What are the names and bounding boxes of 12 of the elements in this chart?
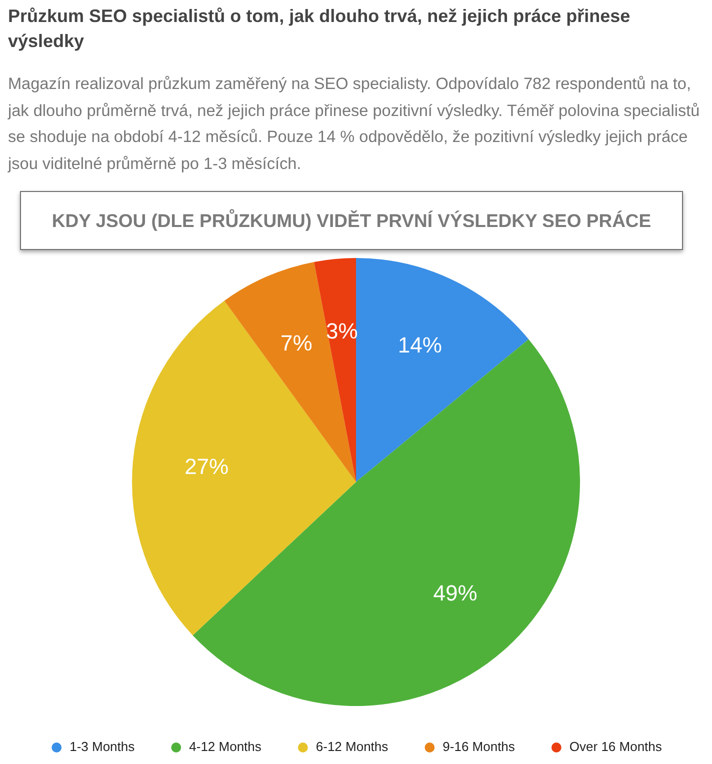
legend-label: 4-12 Months (189, 739, 262, 754)
legend-label: 9-16 Months (442, 739, 516, 754)
data-label: 49% (433, 580, 478, 606)
text: KDY JSOU (DLE PRŮZKUMU) VIDĚT PRVNÍ VÝSLEDKY SEO PRÁCE (52, 210, 652, 232)
data-label: 27% (184, 454, 229, 479)
legend-label: 1-3 Months (70, 739, 136, 754)
data-label: 14% (398, 332, 442, 358)
chart-title: Průzkum SEO specialistů o tom, jak dlouho trvá, než jejich práce přinese výsledky (8, 5, 632, 53)
legend-label: Over 16 Months (569, 739, 662, 754)
data-label: 7% (280, 330, 312, 356)
chart-subtitle: Magazín realizoval průzkum zaměřený na SEO specialisty. Odpovídalo 782 respondentů na to, jak dlouho průměrně trvá, než jejich práce přinese pozitivní výsledky. Téměř polovina specialistů se shoduje na období 4-12 měsíců. Pouze 14 % odpovědělo, že pozitivní výsledky jejich práce jsou viditelné průměrně po 1-3 měsících. (8, 74, 701, 174)
legend-label: 6-12 Months (316, 739, 389, 754)
